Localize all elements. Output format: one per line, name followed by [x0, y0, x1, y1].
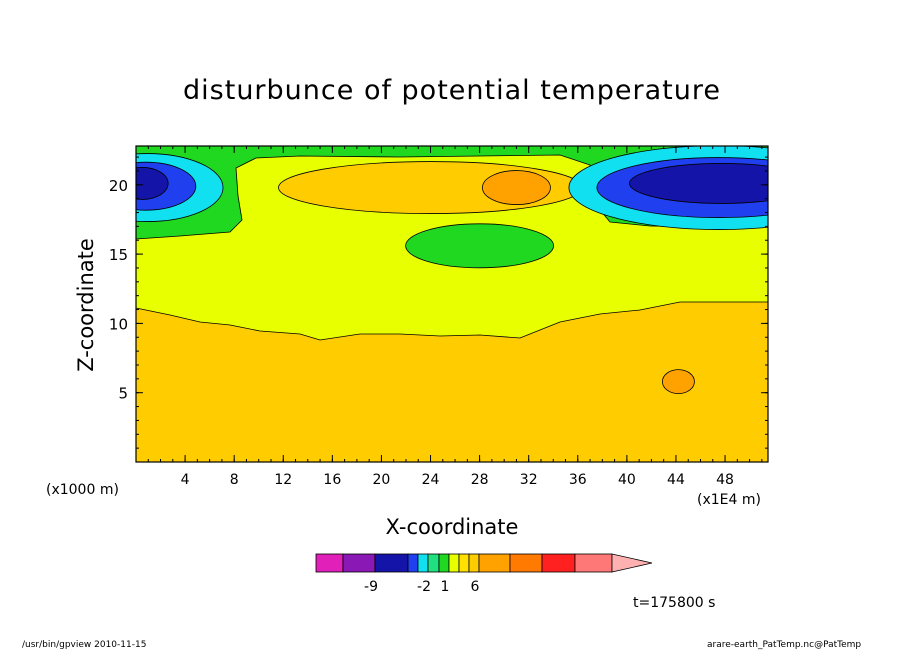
- x-tick-label: 44: [667, 472, 685, 488]
- x-tick-label: 36: [569, 472, 587, 488]
- x-tick-label: 4: [181, 472, 190, 488]
- region-orange-lower: [136, 301, 768, 462]
- chart-title: disturbunce of potential temperature: [183, 75, 721, 106]
- colorbar-segment: [342, 553, 376, 573]
- y-tick-label: 20: [109, 177, 128, 195]
- x-tick-label: 12: [274, 472, 292, 488]
- colorbar-segment: [374, 553, 409, 573]
- x-tick-label: 8: [230, 472, 239, 488]
- colorbar-segment: [417, 553, 429, 573]
- y-tick-label: 10: [109, 315, 128, 333]
- colorbar-segment: [315, 553, 344, 573]
- region-dark-orange-small: [662, 369, 695, 395]
- y-tick-label: 15: [109, 246, 128, 264]
- x-tick-label: 16: [323, 472, 341, 488]
- region-darkblue-left: [136, 167, 169, 200]
- colorbar-segment: [438, 553, 450, 573]
- colorbar-segment: [407, 553, 419, 573]
- colorbar-tick-label: -9: [364, 579, 378, 595]
- y-tick-label: 5: [118, 385, 128, 403]
- contour-fills: [136, 146, 768, 462]
- colorbar-tick-label: 1: [441, 579, 450, 595]
- colorbar-segment: [427, 553, 440, 573]
- colorbar-segment: [574, 553, 613, 573]
- colorbar-segment: [541, 553, 576, 573]
- x-tick-label: 48: [716, 472, 734, 488]
- x-unit-label: (x1000 m): [46, 482, 119, 498]
- colorbar-extend-arrow: [611, 553, 653, 573]
- region-dark-orange-upper: [482, 170, 551, 205]
- colorbar-segment: [509, 553, 543, 573]
- y-axis-label: Z-coordinate: [74, 238, 98, 372]
- plot-frame: [135, 145, 769, 463]
- x-tick-label: 24: [422, 472, 440, 488]
- x-tick-label: 40: [618, 472, 636, 488]
- colorbar-tick-label: 6: [471, 579, 480, 595]
- x-tick-label: 20: [373, 472, 391, 488]
- colorbar-segment: [448, 553, 460, 573]
- colorbar-segment: [478, 553, 511, 573]
- x-tick-label: 32: [520, 472, 538, 488]
- time-label: t=175800 s: [633, 595, 716, 611]
- x-axis-label: X-coordinate: [385, 515, 519, 539]
- colorbar-segment: [458, 553, 470, 573]
- colorbar-tick-label: -2: [417, 579, 431, 595]
- colorbar-segment: [468, 553, 480, 573]
- region-green-mid: [405, 223, 555, 269]
- region-darkblue-right: [628, 163, 768, 204]
- colorbar: -9 -2 1 6: [315, 553, 653, 595]
- footer-left: /usr/bin/gpview 2010-11-15: [22, 640, 147, 650]
- y-unit-label: (x1E4 m): [697, 492, 761, 508]
- footer-right: arare-earth_PatTemp.nc@PatTemp: [707, 640, 862, 650]
- x-tick-label: 28: [471, 472, 489, 488]
